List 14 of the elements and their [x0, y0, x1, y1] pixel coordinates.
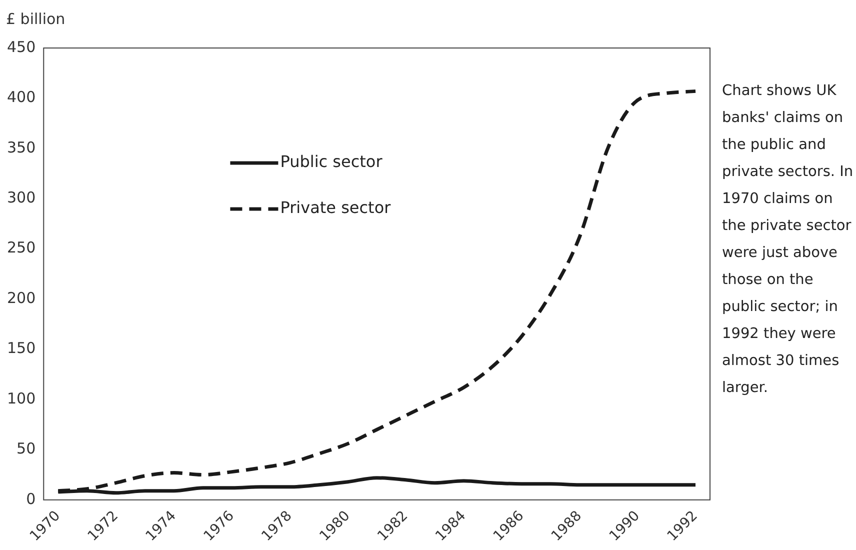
legend-label: Private sector — [280, 198, 392, 218]
text: Chart shows UK banks' claims on the public and private sectors. In 1970 claims on the private sector were just above those on the public sector; in 1992 they were almost 30 times larger. — [722, 83, 854, 396]
y-tick-label: 100 — [6, 389, 36, 408]
y-axis-title: £ billion — [6, 10, 66, 28]
y-tick-label: 200 — [6, 288, 36, 307]
legend-label: Public sector — [280, 152, 383, 172]
y-tick-label: 250 — [6, 238, 36, 257]
y-tick-label: 350 — [6, 138, 36, 156]
y-tick-label: 0 — [26, 490, 36, 508]
y-tick-label: 450 — [6, 38, 36, 56]
y-tick-label: 300 — [6, 188, 36, 207]
y-tick-label: 400 — [6, 88, 36, 106]
y-tick-label: 150 — [6, 339, 36, 358]
y-tick-label: 50 — [16, 440, 36, 458]
